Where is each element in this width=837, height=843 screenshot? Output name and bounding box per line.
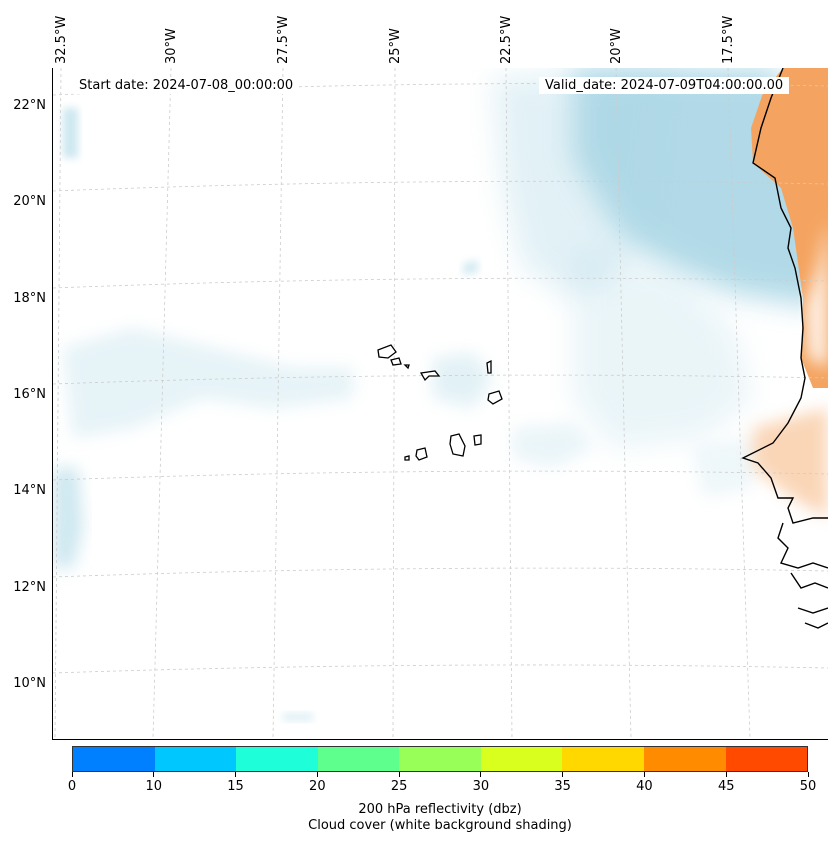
colorbar-tick-mark — [643, 772, 645, 777]
lat-label-12n: 12°N — [13, 580, 46, 595]
lat-label-16n: 16°N — [13, 387, 46, 402]
colorbar-ticks: 0 10 15 20 25 30 35 40 45 50 — [68, 772, 816, 794]
colorbar-tick-mark — [725, 772, 727, 777]
colorbar-tick-label: 0 — [67, 779, 77, 794]
colorbar — [72, 746, 808, 772]
colorbar-segment — [399, 747, 481, 771]
colorbar-segment — [154, 747, 237, 771]
colorbar-tick-label: 25 — [390, 779, 408, 794]
colorbar-segment — [317, 747, 400, 771]
lat-label-22n: 22°N — [13, 98, 46, 113]
coastline — [741, 68, 828, 629]
colorbar-tick-mark — [153, 772, 155, 777]
colorbar-tick-label: 35 — [554, 779, 571, 794]
lon-label-22-5w: 22.5°W — [499, 15, 514, 64]
lat-label-10n: 10°N — [13, 676, 46, 691]
colorbar-tick-label: 10 — [145, 779, 163, 794]
colorbar-tick-mark — [807, 772, 809, 777]
lon-label-20w: 20°W — [609, 28, 624, 64]
lon-label-32-5w: 32.5°W — [54, 15, 69, 64]
lat-label-18n: 18°N — [13, 291, 46, 306]
colorbar-label-line1: 200 hPa reflectivity (dbz) — [358, 802, 522, 817]
colorbar-label-line2: Cloud cover (white background shading) — [308, 818, 572, 833]
colorbar-segment — [73, 747, 155, 771]
colorbar-segment — [725, 747, 808, 771]
colorbar-tick-mark — [316, 772, 318, 777]
colorbar-tick-mark — [562, 772, 564, 777]
cloud-cover-shading — [53, 68, 828, 721]
colorbar-tick-label: 50 — [799, 779, 817, 794]
colorbar-tick-mark — [71, 772, 73, 777]
colorbar-tick-label: 15 — [227, 779, 244, 794]
colorbar-segment — [562, 747, 644, 771]
colorbar-segment — [236, 747, 318, 771]
lat-label-14n: 14°N — [13, 483, 46, 498]
lon-label-30w: 30°W — [164, 28, 179, 64]
map-panel[interactable] — [52, 68, 828, 740]
colorbar-label: 200 hPa reflectivity (dbz) Cloud cover (… — [230, 802, 650, 834]
land-shading — [751, 68, 828, 518]
colorbar-segment — [643, 747, 726, 771]
lat-label-20n: 20°N — [13, 194, 46, 209]
map-canvas[interactable] — [53, 68, 828, 739]
colorbar-segment — [480, 747, 563, 771]
colorbar-tick-mark — [235, 772, 237, 777]
colorbar-tick-mark — [480, 772, 482, 777]
colorbar-tick-mark — [398, 772, 400, 777]
lon-label-25w: 25°W — [388, 28, 403, 64]
colorbar-tick-label: 20 — [309, 779, 326, 794]
lon-label-27-5w: 27.5°W — [276, 15, 291, 64]
lon-label-17-5w: 17.5°W — [721, 15, 736, 64]
start-date-label: Start date: 2024-07-08_00:00:00 — [73, 77, 300, 94]
colorbar-tick-label: 40 — [636, 779, 653, 794]
colorbar-tick-label: 30 — [472, 779, 490, 794]
cape-verde-islands — [377, 344, 503, 461]
colorbar-tick-label: 45 — [717, 779, 735, 794]
valid-date-label: Valid_date: 2024-07-09T04:00:00.00 — [539, 77, 790, 94]
